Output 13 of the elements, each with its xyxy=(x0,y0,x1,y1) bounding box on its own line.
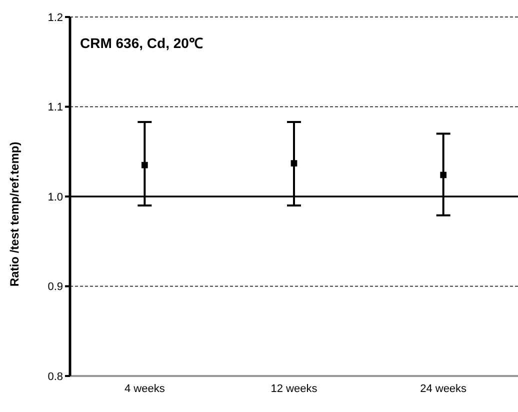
point xyxy=(142,162,148,168)
point xyxy=(440,172,446,178)
text: CRM 636, Cd, 20℃ xyxy=(80,34,203,52)
y-tick-label: 0.9 xyxy=(48,281,63,294)
x-tick-label: 24 weeks xyxy=(420,382,468,395)
point xyxy=(290,160,298,166)
y-tick-label: 1.0 xyxy=(48,191,63,204)
x-tick-label: 4 weeks xyxy=(124,382,166,395)
y-tick-label: 1.2 xyxy=(48,12,63,24)
y-tick-label: 1.1 xyxy=(48,102,63,114)
y-tick-label: 0.8 xyxy=(48,370,63,383)
y-axis-title: Ratio /test temp/ref.temp) xyxy=(7,142,22,286)
x-tick-label: 12 weeks xyxy=(270,382,318,395)
